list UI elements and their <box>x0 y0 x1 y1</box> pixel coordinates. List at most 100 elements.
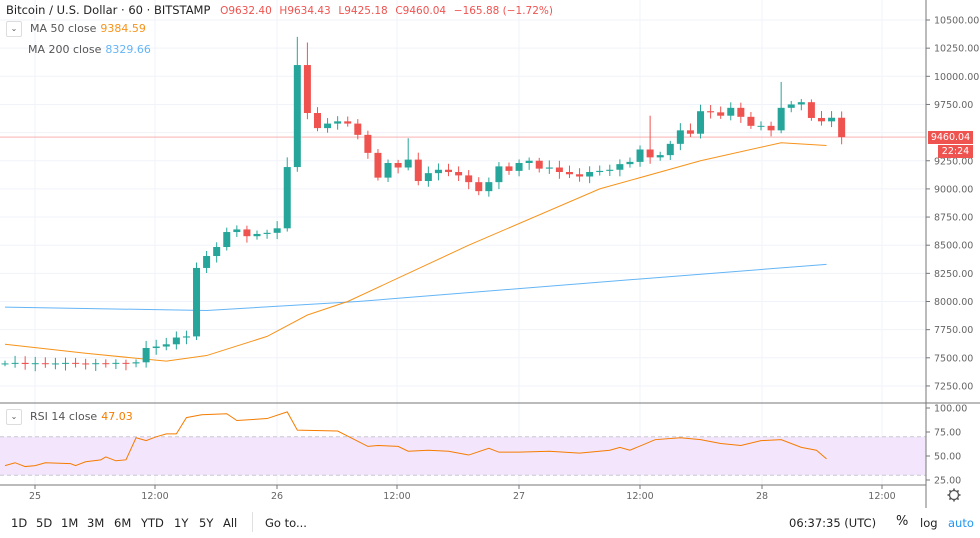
rsi-legend[interactable]: ⌄ RSI 14 close 47.03 <box>6 409 133 425</box>
candle <box>102 359 110 368</box>
candle-body <box>414 159 422 182</box>
candle-body <box>445 169 453 173</box>
candle <box>455 166 463 182</box>
candle-body <box>92 363 100 365</box>
candle <box>626 157 634 168</box>
goto-button[interactable]: Go to... <box>265 516 307 530</box>
countdown-label: 22:24 <box>938 145 973 158</box>
candle <box>555 160 563 179</box>
price-tick-label: 9250.00 <box>934 156 973 167</box>
range-ytd[interactable]: YTD <box>141 516 164 530</box>
candle-body <box>495 166 503 183</box>
candle-body <box>172 337 180 345</box>
candle <box>172 331 180 350</box>
candle-body <box>817 117 825 122</box>
range-5d[interactable]: 5D <box>36 516 53 530</box>
settings-gear-icon[interactable] <box>947 488 961 502</box>
candle-body <box>82 363 90 365</box>
chevron-down-icon[interactable]: ⌄ <box>6 21 22 37</box>
candle-body <box>243 229 251 237</box>
candle <box>414 152 422 186</box>
candle-body <box>394 163 402 168</box>
candle-body <box>767 125 775 131</box>
ma200-legend[interactable]: MA 200 close 8329.66 <box>28 43 151 56</box>
range-3m[interactable]: 3M <box>87 516 105 530</box>
candle-body <box>132 362 140 364</box>
candle-body <box>616 164 624 170</box>
ma50-legend[interactable]: ⌄ MA 50 close 9384.59 <box>6 21 146 37</box>
candle-body <box>455 172 463 176</box>
gear-tooth <box>956 497 960 501</box>
symbol-name: Bitcoin / U.S. Dollar <box>6 3 118 17</box>
candle <box>162 337 170 351</box>
candle-body <box>807 102 815 118</box>
candle <box>213 242 221 263</box>
candle <box>697 104 705 139</box>
candle-body <box>777 107 785 131</box>
auto-toggle[interactable]: auto <box>948 516 974 530</box>
price-tick-label: 7500.00 <box>934 353 973 364</box>
rsi-tick-label: 100.00 <box>934 404 967 415</box>
candle-body <box>293 65 301 168</box>
ohlc-high: H9634.43 <box>279 5 331 17</box>
candle-body <box>697 111 705 134</box>
log-toggle[interactable]: log <box>920 516 938 530</box>
candle-body <box>535 160 543 169</box>
ohlc-close: C9460.04 <box>395 5 447 17</box>
candle <box>21 356 29 370</box>
time-tick-label: 26 <box>271 491 283 502</box>
candle-body <box>162 344 170 347</box>
candle <box>344 116 352 127</box>
range-1d[interactable]: 1D <box>11 516 28 530</box>
candle-body <box>334 121 342 124</box>
range-5y[interactable]: 5Y <box>199 516 214 530</box>
candle <box>565 165 573 178</box>
candle-body <box>213 247 221 257</box>
candle <box>767 121 775 137</box>
candle <box>203 250 211 274</box>
candle-body <box>475 182 483 192</box>
ma200-label: MA 200 close <box>28 43 102 56</box>
rsi-value: 47.03 <box>101 410 133 423</box>
rsi-band <box>0 436 926 476</box>
candle-body <box>515 163 523 171</box>
candle-body <box>707 111 715 113</box>
gear-tooth <box>948 497 952 501</box>
candle-body <box>828 117 836 122</box>
candle <box>686 123 694 137</box>
percent-toggle[interactable]: % <box>896 514 909 529</box>
price-chart[interactable]: 10500.00 10250.00 10000.00 9750.00 9250.00 90… <box>0 0 980 508</box>
candle <box>253 230 261 240</box>
candle-body <box>233 229 241 233</box>
candle <box>606 164 614 176</box>
symbol-legend: Bitcoin / U.S. Dollar · 60 · BITSTAMP O9… <box>6 3 553 17</box>
ma50-value: 9384.59 <box>100 22 146 35</box>
candle <box>485 177 493 197</box>
candle <box>737 102 745 123</box>
range-all[interactable]: All <box>223 516 238 530</box>
candle-body <box>737 107 745 117</box>
range-1m[interactable]: 1M <box>61 516 79 530</box>
chevron-down-icon[interactable]: ⌄ <box>6 409 22 425</box>
time-tick-label: 27 <box>513 491 525 502</box>
candle-body <box>112 362 120 364</box>
candle <box>757 121 765 131</box>
candle <box>243 225 251 243</box>
candle-body <box>656 155 664 158</box>
ma200-line <box>4 263 827 312</box>
candle <box>576 168 584 182</box>
candle-body <box>586 172 594 177</box>
price-tick-label: 9000.00 <box>934 184 973 195</box>
candle <box>41 357 49 368</box>
range-1y[interactable]: 1Y <box>174 516 189 530</box>
candle-body <box>838 117 846 138</box>
gear-tooth <box>956 489 960 493</box>
range-6m[interactable]: 6M <box>114 516 132 530</box>
candle-body <box>596 170 604 173</box>
clock: 06:37:35 (UTC) <box>789 516 877 530</box>
candle <box>586 166 594 184</box>
candle <box>797 99 805 111</box>
candle-body <box>21 362 29 364</box>
candle-body <box>505 166 513 171</box>
candle <box>61 357 69 371</box>
